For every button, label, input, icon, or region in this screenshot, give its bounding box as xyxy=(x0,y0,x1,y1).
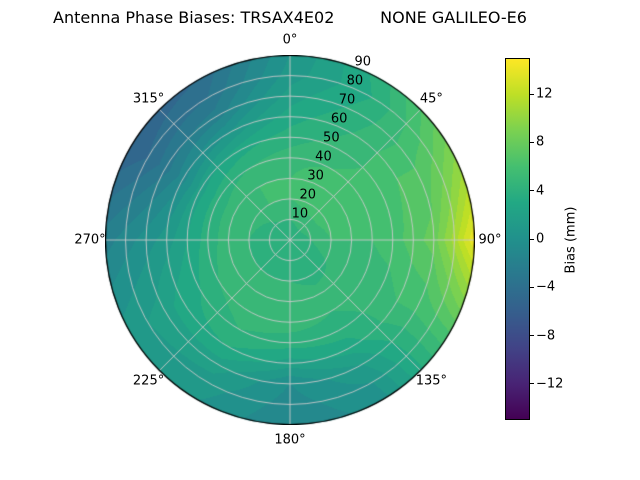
theta-tick-label: 90° xyxy=(478,232,502,248)
colorbar-tick-label: 8 xyxy=(536,134,545,150)
radial-tick-label: 50 xyxy=(323,130,340,146)
colorbar xyxy=(505,58,530,420)
chart-title: Antenna Phase Biases: TRSAX4E02 NONE GAL… xyxy=(53,8,527,27)
radial-tick-label: 10 xyxy=(291,206,309,222)
theta-tick-label: 180° xyxy=(274,432,306,448)
colorbar-axis-label: Bias (mm) xyxy=(563,206,579,274)
radial-tick-label: 90 xyxy=(354,54,372,70)
colorbar-tick-label: −8 xyxy=(536,328,556,344)
theta-tick-label: 135° xyxy=(415,373,448,389)
radial-tick-label: 40 xyxy=(315,149,332,165)
colorbar-tick-mark xyxy=(530,190,534,192)
colorbar-tick-mark xyxy=(530,383,534,385)
colorbar-tick-label: −4 xyxy=(536,279,556,295)
colorbar-tick-label: 12 xyxy=(536,86,553,102)
theta-tick-label: 0° xyxy=(282,32,298,48)
theta-tick-label: 45° xyxy=(419,91,443,107)
theta-tick-label: 225° xyxy=(132,373,165,389)
colorbar-tick-label: 4 xyxy=(536,183,545,199)
radial-tick-label: 70 xyxy=(338,92,356,108)
colorbar-tick-mark xyxy=(530,286,534,288)
colorbar-tick-mark xyxy=(530,335,534,337)
colorbar-tick-mark xyxy=(530,238,534,240)
colorbar-tick-label: −12 xyxy=(536,376,564,392)
colorbar-tick-mark xyxy=(530,141,534,143)
colorbar-tick-mark xyxy=(530,93,534,95)
theta-tick-label: 270° xyxy=(74,232,106,248)
radial-tick-label: 20 xyxy=(299,187,316,203)
radial-tick-label: 60 xyxy=(330,111,348,127)
theta-tick-label: 315° xyxy=(132,91,165,107)
colorbar-gradient xyxy=(506,59,529,419)
polar-heatmap-canvas xyxy=(105,55,475,425)
colorbar-tick-label: 0 xyxy=(536,231,545,247)
radial-tick-label: 80 xyxy=(346,73,364,89)
radial-tick-label: 30 xyxy=(307,168,324,184)
